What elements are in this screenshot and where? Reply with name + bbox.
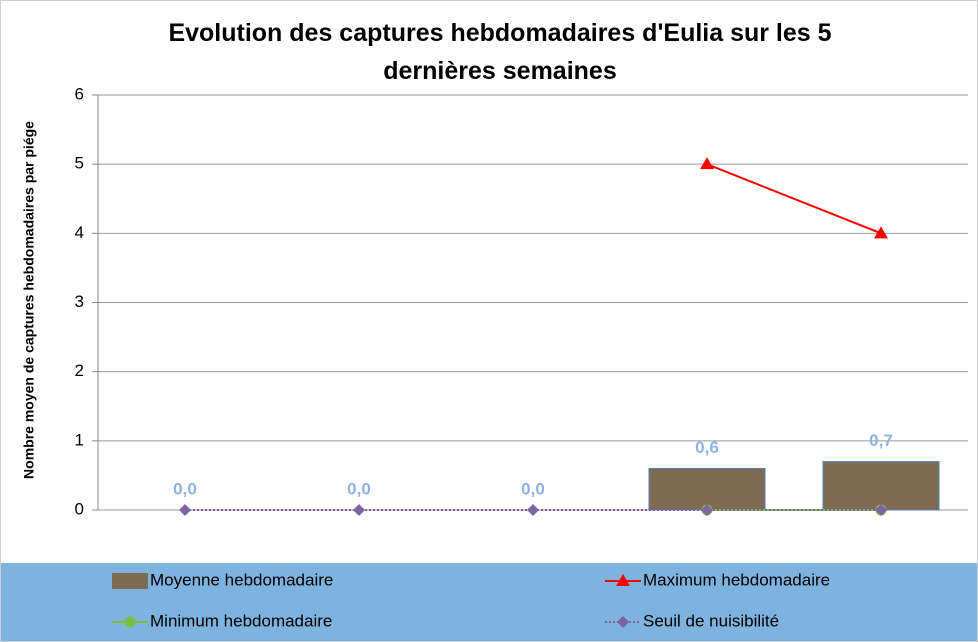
legend-background xyxy=(1,563,977,641)
marker xyxy=(875,504,887,516)
marker xyxy=(527,504,539,516)
legend-swatch xyxy=(112,573,148,589)
marker xyxy=(353,504,365,516)
value-label: 0,0 xyxy=(521,479,545,498)
legend-label: Maximum hebdomadaire xyxy=(643,570,830,589)
y-tick-label: 0 xyxy=(75,499,84,518)
marker xyxy=(874,226,888,239)
marker xyxy=(124,616,136,628)
y-tick-label: 1 xyxy=(75,430,84,449)
bar xyxy=(822,461,940,511)
marker xyxy=(700,157,714,170)
y-tick-label: 3 xyxy=(75,292,84,311)
legend-label: Moyenne hebdomadaire xyxy=(150,570,333,589)
bar xyxy=(648,468,766,511)
legend-label: Minimum hebdomadaire xyxy=(150,611,332,630)
y-tick-label: 5 xyxy=(75,154,84,173)
marker xyxy=(617,616,629,628)
y-axis-label: Nombre moyen de captures hebdomadaires p… xyxy=(21,121,37,479)
y-tick-label: 4 xyxy=(75,223,84,242)
y-tick-label: 2 xyxy=(75,361,84,380)
value-label: 0,7 xyxy=(869,431,893,450)
marker xyxy=(616,574,630,586)
line xyxy=(706,163,882,235)
chart-title: Evolution des captures hebdomadaires d'E… xyxy=(168,19,832,85)
value-label: 0,6 xyxy=(695,438,719,457)
marker xyxy=(179,504,191,516)
legend-label: Seuil de nuisibilité xyxy=(643,611,779,630)
value-label: 0,0 xyxy=(173,479,197,498)
y-tick-label: 6 xyxy=(75,84,84,103)
value-label: 0,0 xyxy=(347,479,371,498)
marker xyxy=(701,504,713,516)
